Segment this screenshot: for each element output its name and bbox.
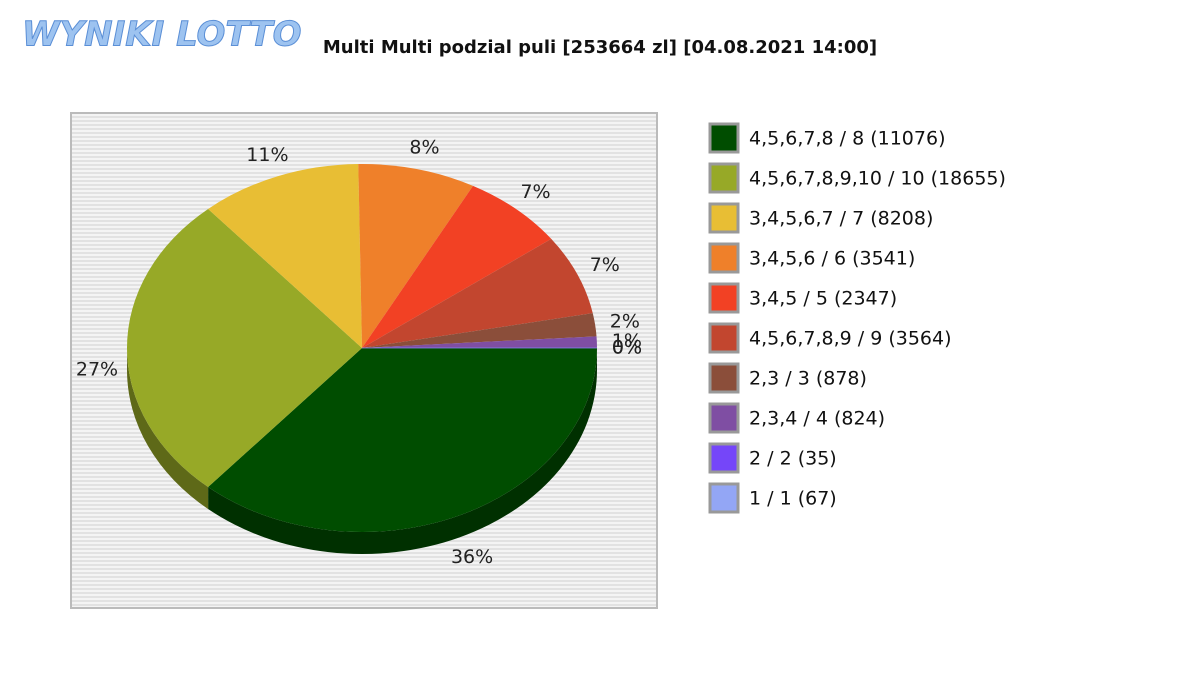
value-label: 8% [409,136,439,158]
value-label: 7% [520,181,550,203]
chart-title: Multi Multi podzial puli [253664 zl] [04… [323,37,877,58]
legend-label: 3,4,5,6,7 / 7 (8208) [749,208,933,230]
slice-side [208,348,597,554]
legend-swatch [708,362,740,394]
slice [358,164,473,348]
legend-label: 4,5,6,7,8,9,10 / 10 (18655) [749,168,1006,190]
legend-label: 2,3,4 / 4 (824) [749,408,885,430]
legend-label: 4,5,6,7,8,9 / 9 (3564) [749,328,952,350]
value-label: 0% [612,337,642,359]
value-label: 2% [610,310,640,332]
legend-swatch [708,242,740,274]
slice-side [127,348,209,510]
legend-label: 2,3 / 3 (878) [749,368,867,390]
legend: 4,5,6,7,8 / 8 (11076) 4,5,6,7,8,9,10 / 10… [708,122,1006,514]
value-label: 11% [246,144,288,166]
slice [126,208,362,488]
slice [362,313,597,348]
logo: WYNIKI LOTTO [22,15,302,55]
pie: 36%27%11% 8%7%7%2%1%0%0% [76,136,642,568]
value-label: 36% [451,546,493,568]
legend-label: 3,4,5,6 / 6 (3541) [749,248,915,270]
slice [362,336,597,348]
legend-label: 1 / 1 (67) [749,488,837,510]
legend-swatch [708,162,740,194]
legend-swatch [708,402,740,434]
value-label: 7% [590,254,620,276]
slice [362,238,593,348]
legend-swatch [708,482,740,514]
legend-swatch [708,122,740,154]
value-label: 1% [612,330,642,352]
legend-label: 3,4,5 / 5 (2347) [749,288,897,310]
slice [362,185,552,348]
legend-swatch [708,442,740,474]
legend-swatch [708,282,740,314]
slice [208,164,362,348]
legend-label: 4,5,6,7,8 / 8 (11076) [749,128,945,150]
legend-swatch [708,322,740,354]
legend-swatch [708,202,740,234]
value-label: 27% [76,359,118,381]
slice [208,348,597,532]
legend-label: 2 / 2 (35) [749,448,837,470]
value-label: 0% [612,337,642,359]
